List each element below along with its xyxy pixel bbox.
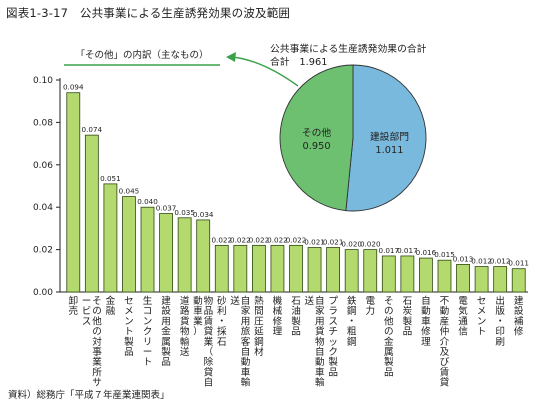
category-label: 生コンクリート bbox=[143, 295, 153, 368]
bar bbox=[177, 217, 192, 293]
source-note: 資料）総務庁「平成７年産業連関表」 bbox=[8, 390, 170, 401]
category-label: セメント製品 bbox=[124, 296, 134, 358]
bar bbox=[474, 266, 489, 293]
bar-value-label: 0.040 bbox=[137, 197, 158, 206]
bar-value-label: 0.017 bbox=[397, 246, 418, 255]
bar-value-label: 0.011 bbox=[508, 259, 529, 268]
bar-value-label: 0.051 bbox=[100, 174, 121, 183]
bar-value-label: 0.021 bbox=[304, 237, 325, 246]
bar-value-label: 0.094 bbox=[63, 83, 84, 92]
breakdown-legend: 「その他」の内訳（主なもの） bbox=[64, 49, 299, 87]
y-tick-label: 0.04 bbox=[33, 203, 53, 213]
bar bbox=[66, 92, 81, 293]
pie-to-breakdown-arrow bbox=[231, 56, 299, 87]
bar bbox=[122, 196, 136, 293]
bar bbox=[419, 257, 433, 293]
bar-value-label: 0.035 bbox=[174, 208, 195, 217]
category-label: その他の金属製品 bbox=[384, 296, 394, 378]
category-label: 機械修理 bbox=[273, 295, 283, 338]
bar-value-label: 0.021 bbox=[323, 237, 344, 246]
bar-value-label: 0.037 bbox=[156, 204, 177, 213]
category-label: 自家用貨物自動車輸送 bbox=[305, 295, 326, 389]
pie-slice-value: 1.011 bbox=[375, 145, 403, 156]
arrow-head-icon bbox=[226, 52, 236, 62]
category-label: 自動車修理 bbox=[421, 295, 431, 348]
bar bbox=[196, 219, 211, 293]
bar-value-label: 0.017 bbox=[379, 246, 400, 255]
bar-value-label: 0.045 bbox=[119, 187, 140, 196]
bar bbox=[493, 266, 508, 293]
bar-series: 0.094 卸売 0.074 その他の対事業所サービス 0.051 金融 0.045 セメント… bbox=[63, 83, 529, 389]
category-label: 自家用旅客自動車輸送 bbox=[230, 295, 251, 389]
y-tick-label: 0.06 bbox=[33, 161, 53, 171]
category-label: セメント bbox=[477, 296, 487, 338]
bar bbox=[159, 213, 173, 293]
category-label: 出版・印刷 bbox=[495, 295, 505, 348]
bar-value-label: 0.022 bbox=[249, 235, 270, 244]
bar bbox=[511, 268, 526, 293]
bar bbox=[326, 247, 341, 293]
category-label: 建設補修 bbox=[514, 295, 524, 338]
pie-slice-value: 0.950 bbox=[303, 141, 331, 152]
bar bbox=[233, 244, 248, 293]
y-tick-label: 0.00 bbox=[33, 288, 53, 298]
bar bbox=[363, 249, 378, 293]
bar bbox=[251, 244, 266, 293]
pie-slice-label: 建設部門 bbox=[370, 130, 409, 143]
bar bbox=[456, 264, 470, 293]
category-label: プラスチック製品 bbox=[328, 296, 338, 378]
bar-value-label: 0.022 bbox=[286, 235, 307, 244]
bar bbox=[289, 244, 303, 293]
category-label: 鉄鋼・粗鋼 bbox=[347, 295, 357, 348]
category-label: 電気通信 bbox=[458, 296, 468, 338]
bar-value-label: 0.013 bbox=[453, 254, 474, 263]
category-label: 熱間圧延鋼材 bbox=[254, 295, 264, 358]
bar-value-label: 0.074 bbox=[82, 125, 103, 134]
pie-slice bbox=[279, 64, 354, 212]
bar-value-label: 0.022 bbox=[211, 235, 232, 244]
breakdown-title: 「その他」の内訳（主なもの） bbox=[75, 49, 208, 61]
bar-value-label: 0.034 bbox=[193, 210, 214, 219]
bar bbox=[381, 255, 396, 293]
bar bbox=[400, 255, 415, 293]
category-label: 砂利・採石 bbox=[217, 295, 227, 348]
bar-value-label: 0.012 bbox=[471, 257, 492, 266]
category-label: 石炭製品 bbox=[403, 296, 413, 338]
category-label: 建設用金属製品 bbox=[161, 295, 171, 368]
bar-value-label: 0.015 bbox=[434, 250, 455, 259]
bar bbox=[307, 247, 322, 293]
category-label: その他の対事業所サービス bbox=[82, 296, 103, 389]
figure-title: 図表1-3-17 公共事業による生産誘発効果の波及範囲 bbox=[6, 6, 291, 20]
bar-value-label: 0.022 bbox=[230, 235, 251, 244]
pie-total: 合計 1.961 bbox=[270, 55, 327, 68]
category-label: 道路貨物輸送 bbox=[180, 295, 190, 358]
bar-value-label: 0.022 bbox=[267, 235, 288, 244]
bar bbox=[437, 259, 452, 293]
bar bbox=[270, 244, 285, 293]
category-label: 不動産仲介及び賃貸 bbox=[440, 296, 450, 389]
y-tick-label: 0.08 bbox=[33, 118, 53, 128]
bar-value-label: 0.020 bbox=[341, 240, 362, 249]
category-label: 卸売 bbox=[68, 295, 78, 317]
bar bbox=[344, 249, 359, 293]
category-label: 物品賃貸業（除貸自動車業） bbox=[193, 295, 214, 389]
bar bbox=[84, 134, 99, 293]
bar bbox=[103, 183, 118, 293]
bar bbox=[140, 206, 155, 293]
pie-title: 公共事業による生産誘発効果の合計 bbox=[270, 42, 427, 55]
category-label: 金融 bbox=[106, 295, 116, 317]
bar-value-label: 0.012 bbox=[490, 257, 511, 266]
bar bbox=[214, 244, 229, 293]
category-label: 電力 bbox=[365, 296, 375, 317]
pie-slice bbox=[345, 64, 427, 212]
y-tick-label: 0.10 bbox=[33, 76, 53, 86]
category-label: 石油製品 bbox=[291, 296, 301, 338]
pie-slice-label: その他 bbox=[302, 126, 332, 139]
y-tick-label: 0.02 bbox=[33, 246, 53, 256]
bar-value-label: 0.020 bbox=[360, 240, 381, 249]
bar-value-label: 0.016 bbox=[416, 248, 437, 257]
